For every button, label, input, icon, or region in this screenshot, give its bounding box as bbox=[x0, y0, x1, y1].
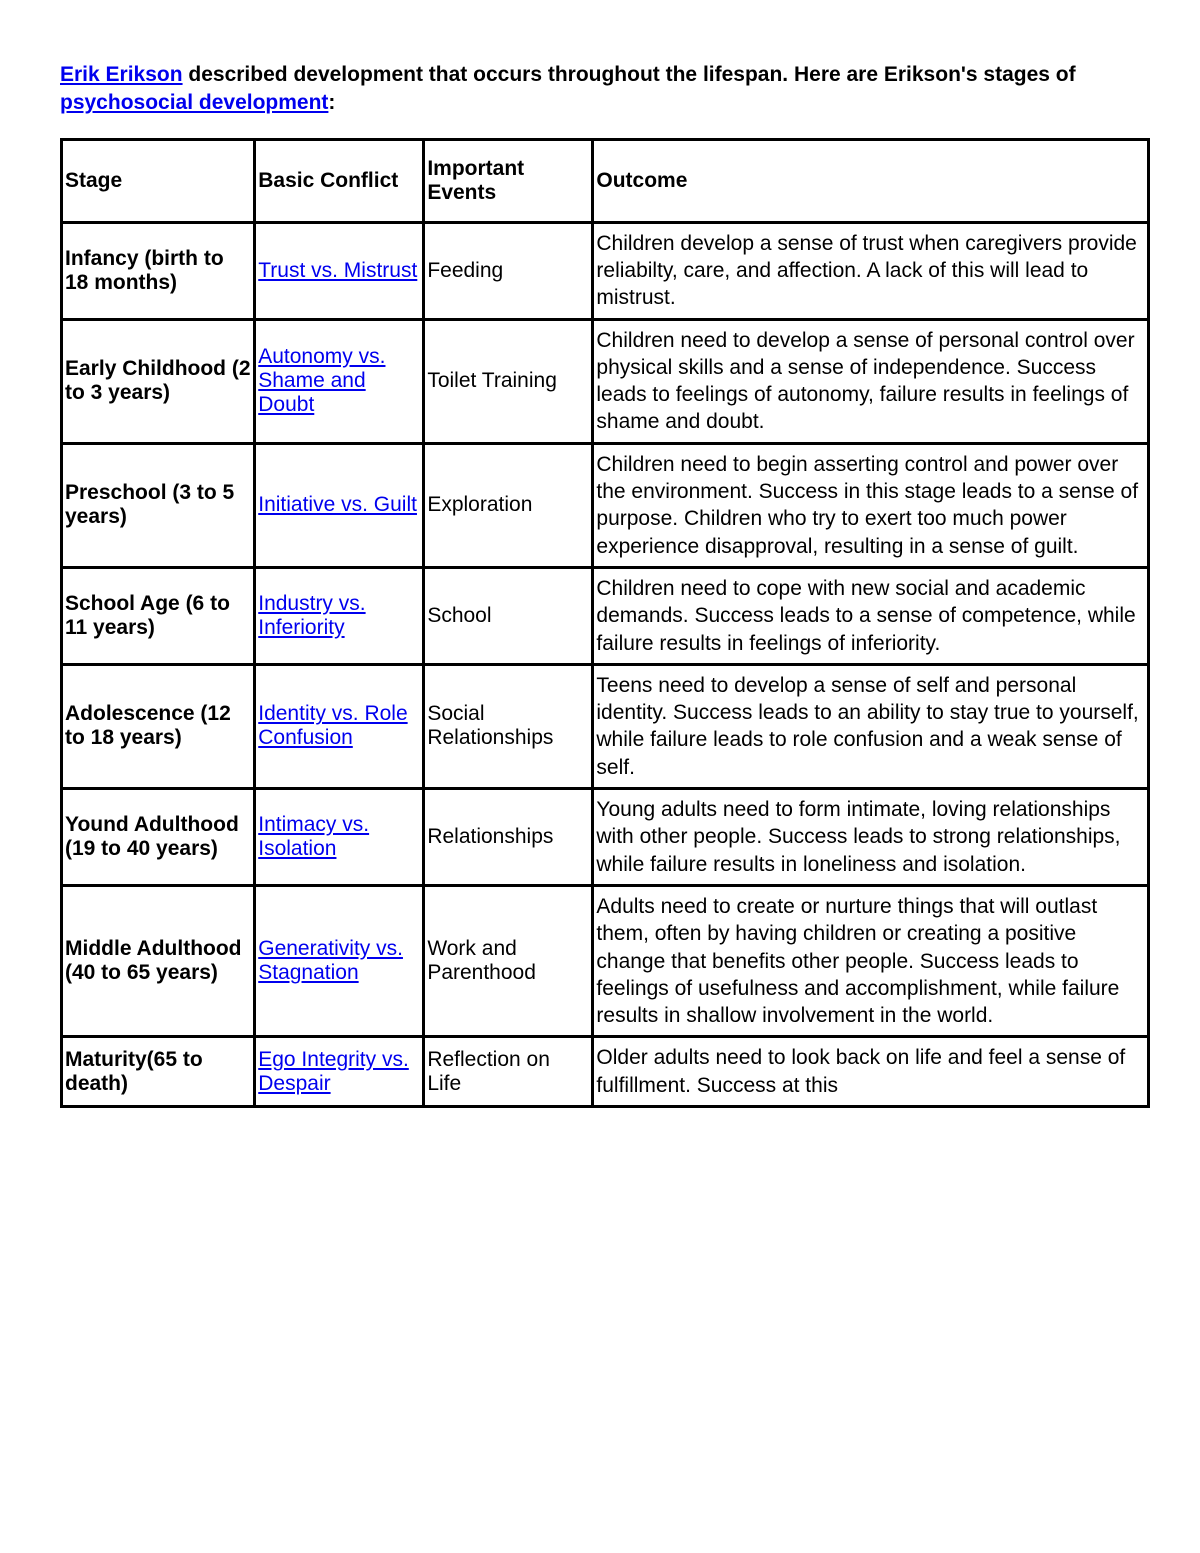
outcome-cell: Children need to cope with new social an… bbox=[593, 567, 1149, 664]
events-cell: Relationships bbox=[424, 789, 593, 886]
conflict-cell: Intimacy vs. Isolation bbox=[255, 789, 424, 886]
table-row: School Age (6 to 11 years) Industry vs. … bbox=[62, 567, 1149, 664]
document-page: Erik Erikson described development that … bbox=[0, 0, 1200, 1553]
conflict-link[interactable]: Intimacy vs. Isolation bbox=[258, 813, 369, 860]
table-header-row: Stage Basic Conflict Important Events Ou… bbox=[62, 139, 1149, 222]
events-cell: Reflection on Life bbox=[424, 1037, 593, 1107]
psychosocial-development-link[interactable]: psychosocial development bbox=[60, 91, 328, 114]
outcome-cell: Children need to begin asserting control… bbox=[593, 443, 1149, 567]
table-row: Infancy (birth to 18 months) Trust vs. M… bbox=[62, 222, 1149, 319]
events-cell: Work and Parenthood bbox=[424, 885, 593, 1036]
intro-text-1: described development that occurs throug… bbox=[183, 63, 1076, 86]
outcome-cell: Young adults need to form intimate, lovi… bbox=[593, 789, 1149, 886]
events-cell: Social Relationships bbox=[424, 664, 593, 788]
conflict-cell: Trust vs. Mistrust bbox=[255, 222, 424, 319]
stage-cell: Middle Adulthood (40 to 65 years) bbox=[62, 885, 255, 1036]
outcome-cell: Teens need to develop a sense of self an… bbox=[593, 664, 1149, 788]
outcome-cell: Children develop a sense of trust when c… bbox=[593, 222, 1149, 319]
conflict-link[interactable]: Industry vs. Inferiority bbox=[258, 592, 365, 639]
stage-cell: Preschool (3 to 5 years) bbox=[62, 443, 255, 567]
conflict-link[interactable]: Generativity vs. Stagnation bbox=[258, 937, 403, 984]
events-cell: Toilet Training bbox=[424, 319, 593, 443]
header-conflict: Basic Conflict bbox=[255, 139, 424, 222]
stage-cell: Infancy (birth to 18 months) bbox=[62, 222, 255, 319]
intro-text-2: : bbox=[328, 91, 335, 114]
conflict-cell: Industry vs. Inferiority bbox=[255, 567, 424, 664]
conflict-link[interactable]: Autonomy vs. Shame and Doubt bbox=[258, 345, 385, 416]
header-outcome: Outcome bbox=[593, 139, 1149, 222]
outcome-cell: Adults need to create or nurture things … bbox=[593, 885, 1149, 1036]
stage-cell: Yound Adulthood (19 to 40 years) bbox=[62, 789, 255, 886]
erik-erikson-link[interactable]: Erik Erikson bbox=[60, 63, 183, 86]
conflict-link[interactable]: Identity vs. Role Confusion bbox=[258, 702, 407, 749]
events-cell: Exploration bbox=[424, 443, 593, 567]
stage-cell: Early Childhood (2 to 3 years) bbox=[62, 319, 255, 443]
outcome-cell: Older adults need to look back on life a… bbox=[593, 1037, 1149, 1107]
intro-paragraph: Erik Erikson described development that … bbox=[60, 61, 1150, 118]
conflict-cell: Generativity vs. Stagnation bbox=[255, 885, 424, 1036]
stage-cell: Adolescence (12 to 18 years) bbox=[62, 664, 255, 788]
conflict-cell: Identity vs. Role Confusion bbox=[255, 664, 424, 788]
events-cell: Feeding bbox=[424, 222, 593, 319]
conflict-link[interactable]: Trust vs. Mistrust bbox=[258, 259, 417, 282]
table-row: Adolescence (12 to 18 years) Identity vs… bbox=[62, 664, 1149, 788]
conflict-link[interactable]: Ego Integrity vs. Despair bbox=[258, 1048, 409, 1095]
table-row: Yound Adulthood (19 to 40 years) Intimac… bbox=[62, 789, 1149, 886]
conflict-link[interactable]: Initiative vs. Guilt bbox=[258, 493, 417, 516]
conflict-cell: Initiative vs. Guilt bbox=[255, 443, 424, 567]
header-events: Important Events bbox=[424, 139, 593, 222]
outcome-cell: Children need to develop a sense of pers… bbox=[593, 319, 1149, 443]
erikson-stages-table: Stage Basic Conflict Important Events Ou… bbox=[60, 138, 1150, 1108]
table-row: Middle Adulthood (40 to 65 years) Genera… bbox=[62, 885, 1149, 1036]
table-body: Infancy (birth to 18 months) Trust vs. M… bbox=[62, 222, 1149, 1106]
stage-cell: School Age (6 to 11 years) bbox=[62, 567, 255, 664]
conflict-cell: Ego Integrity vs. Despair bbox=[255, 1037, 424, 1107]
table-row: Maturity(65 to death) Ego Integrity vs. … bbox=[62, 1037, 1149, 1107]
stage-cell: Maturity(65 to death) bbox=[62, 1037, 255, 1107]
table-row: Early Childhood (2 to 3 years) Autonomy … bbox=[62, 319, 1149, 443]
header-stage: Stage bbox=[62, 139, 255, 222]
table-row: Preschool (3 to 5 years) Initiative vs. … bbox=[62, 443, 1149, 567]
conflict-cell: Autonomy vs. Shame and Doubt bbox=[255, 319, 424, 443]
events-cell: School bbox=[424, 567, 593, 664]
